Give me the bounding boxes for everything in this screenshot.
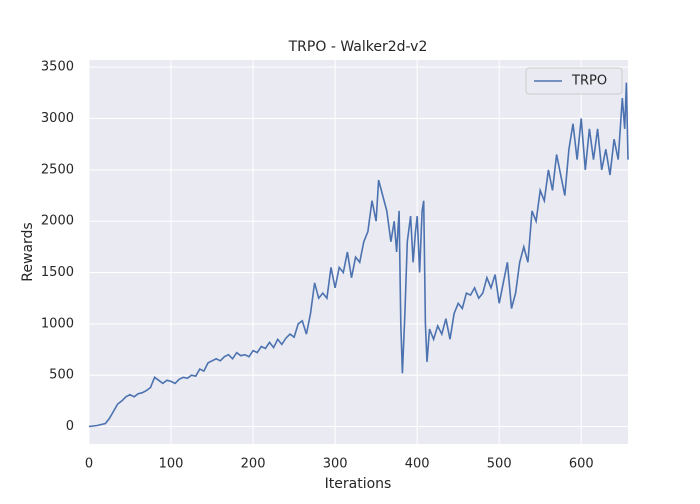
plot-area xyxy=(89,60,628,444)
x-tick-label: 400 xyxy=(405,457,430,472)
x-tick-label: 100 xyxy=(159,457,184,472)
x-tick-label: 500 xyxy=(487,457,512,472)
y-tick-label: 2000 xyxy=(41,214,74,229)
x-axis-label: Iterations xyxy=(325,476,392,492)
y-tick-label: 1000 xyxy=(41,316,74,331)
x-tick-label: 300 xyxy=(323,457,348,472)
x-tick-label: 0 xyxy=(85,457,93,472)
y-tick-label: 3000 xyxy=(41,111,74,126)
chart-title: TRPO - Walker2d-v2 xyxy=(288,39,428,55)
y-tick-label: 2500 xyxy=(41,162,74,177)
y-axis-label: Rewards xyxy=(20,222,36,281)
line-series xyxy=(88,82,629,428)
y-tick-label: 1500 xyxy=(41,265,74,280)
legend-box xyxy=(525,67,623,95)
x-tick-label: 200 xyxy=(241,457,266,472)
y-tick-label: 3500 xyxy=(41,60,74,75)
y-tick-label: 500 xyxy=(49,368,74,383)
x-tick-label: 600 xyxy=(569,457,594,472)
legend-label: TRPO xyxy=(571,74,607,89)
y-tick-label: 0 xyxy=(66,419,74,434)
